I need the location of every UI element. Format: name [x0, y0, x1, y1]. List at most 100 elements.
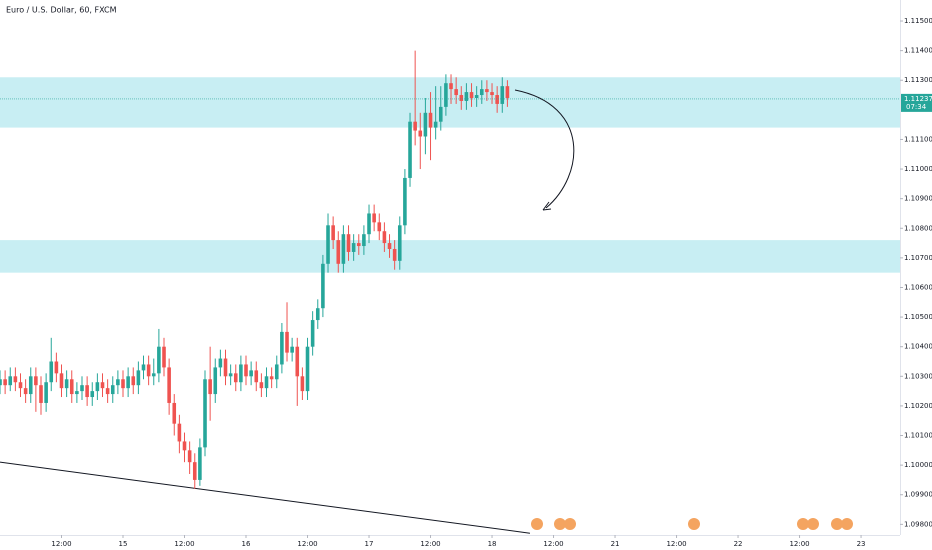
arrow-head [542, 201, 552, 211]
candle-body [274, 364, 279, 380]
candle-body [305, 346, 310, 392]
event-icon [797, 518, 809, 530]
x-tick-label: 12:00 [51, 540, 71, 548]
candle-body [351, 243, 356, 252]
projection-arrow [514, 89, 575, 209]
y-tick-label: 1.11300 [904, 76, 932, 84]
candle-body [44, 382, 48, 403]
candle-body [192, 462, 197, 480]
last-price-label: 1.11237 [904, 95, 932, 103]
candle-body [244, 364, 248, 377]
candle-body [136, 370, 141, 386]
candle-body [331, 225, 335, 241]
candle-body [367, 213, 371, 235]
candle-body [310, 320, 315, 347]
candle-body [408, 121, 412, 178]
candle-body [208, 379, 212, 395]
y-tick-label: 1.10100 [904, 432, 932, 440]
candle-body [464, 92, 469, 101]
event-icon [688, 518, 700, 530]
x-tick-label: 15 [119, 540, 128, 548]
candle-body [223, 358, 228, 377]
candle-body [64, 379, 69, 389]
candle-body [356, 243, 361, 247]
y-tick-label: 1.11100 [904, 135, 932, 143]
chart-title: Euro / U.S. Dollar, 60, FXCM [6, 6, 117, 15]
candle-body [95, 382, 100, 392]
candle-body [228, 373, 233, 377]
candle-body [433, 121, 438, 128]
candle-body [126, 376, 130, 389]
candle-body [218, 358, 223, 368]
y-tick-label: 1.10400 [904, 343, 932, 351]
candle-body [146, 364, 151, 377]
zone [0, 240, 900, 273]
candle-body [474, 95, 479, 98]
event-icon [831, 518, 843, 530]
candle-body [485, 89, 489, 93]
candle-body [490, 92, 494, 96]
candle-body [479, 89, 484, 96]
candle-body [213, 367, 218, 395]
candle-body [269, 376, 274, 380]
candle-body [372, 213, 376, 223]
candle-body [315, 308, 320, 321]
candle-body [203, 379, 207, 448]
candle-body [469, 92, 474, 98]
candle-body [172, 402, 177, 424]
y-tick-label: 1.10300 [904, 372, 932, 380]
candle-body [105, 388, 110, 395]
candle-body [90, 391, 95, 398]
x-tick-label: 12:00 [297, 540, 317, 548]
candle-body [418, 130, 423, 137]
countdown-label: 07:34 [906, 103, 927, 111]
x-tick-label: 22 [734, 540, 743, 548]
candle-body [382, 231, 387, 244]
candle-body [182, 441, 187, 451]
candle-body [254, 370, 259, 383]
candle-body [387, 243, 392, 249]
x-tick-label: 18 [488, 540, 497, 548]
y-tick-label: 1.09800 [904, 520, 932, 528]
candle-body [259, 382, 264, 389]
candle-body [110, 385, 115, 395]
candle-body [413, 121, 417, 131]
y-tick-label: 1.10800 [904, 224, 932, 232]
candle-body [300, 376, 305, 392]
candle-body [346, 234, 351, 252]
event-icon [564, 518, 576, 530]
candle-body [239, 364, 243, 383]
candle-body [162, 346, 166, 368]
event-icons [531, 518, 853, 530]
y-tick-label: 1.11500 [904, 17, 932, 25]
candle-body [290, 346, 294, 353]
candle-body [285, 331, 289, 353]
candle-body [34, 376, 38, 386]
candle-body [3, 379, 7, 386]
candle-body [49, 361, 54, 383]
candle-body [116, 379, 120, 386]
x-tick-label: 12:00 [789, 540, 809, 548]
candle-body [392, 248, 397, 261]
candle-body [444, 83, 448, 107]
y-tick-label: 1.10200 [904, 402, 932, 410]
candle-body [249, 370, 253, 377]
candle-body [377, 222, 382, 232]
y-tick-label: 1.10700 [904, 254, 932, 262]
candle-body [85, 385, 89, 398]
candle-body [500, 86, 505, 104]
y-tick-label: 1.11400 [904, 47, 932, 55]
y-tick-label: 1.09900 [904, 491, 932, 499]
candle-body [428, 112, 433, 128]
candle-body [264, 376, 269, 389]
candle-body [505, 86, 510, 98]
candle-body [449, 83, 453, 90]
candle-body [157, 346, 161, 374]
x-tick-label: 23 [857, 540, 866, 548]
last-price-box [901, 93, 932, 112]
x-tick-label: 16 [242, 540, 251, 548]
x-tick-label: 12:00 [543, 540, 563, 548]
x-tick-label: 12:00 [420, 540, 440, 548]
candle-body [438, 106, 443, 122]
candle-body [341, 234, 346, 264]
